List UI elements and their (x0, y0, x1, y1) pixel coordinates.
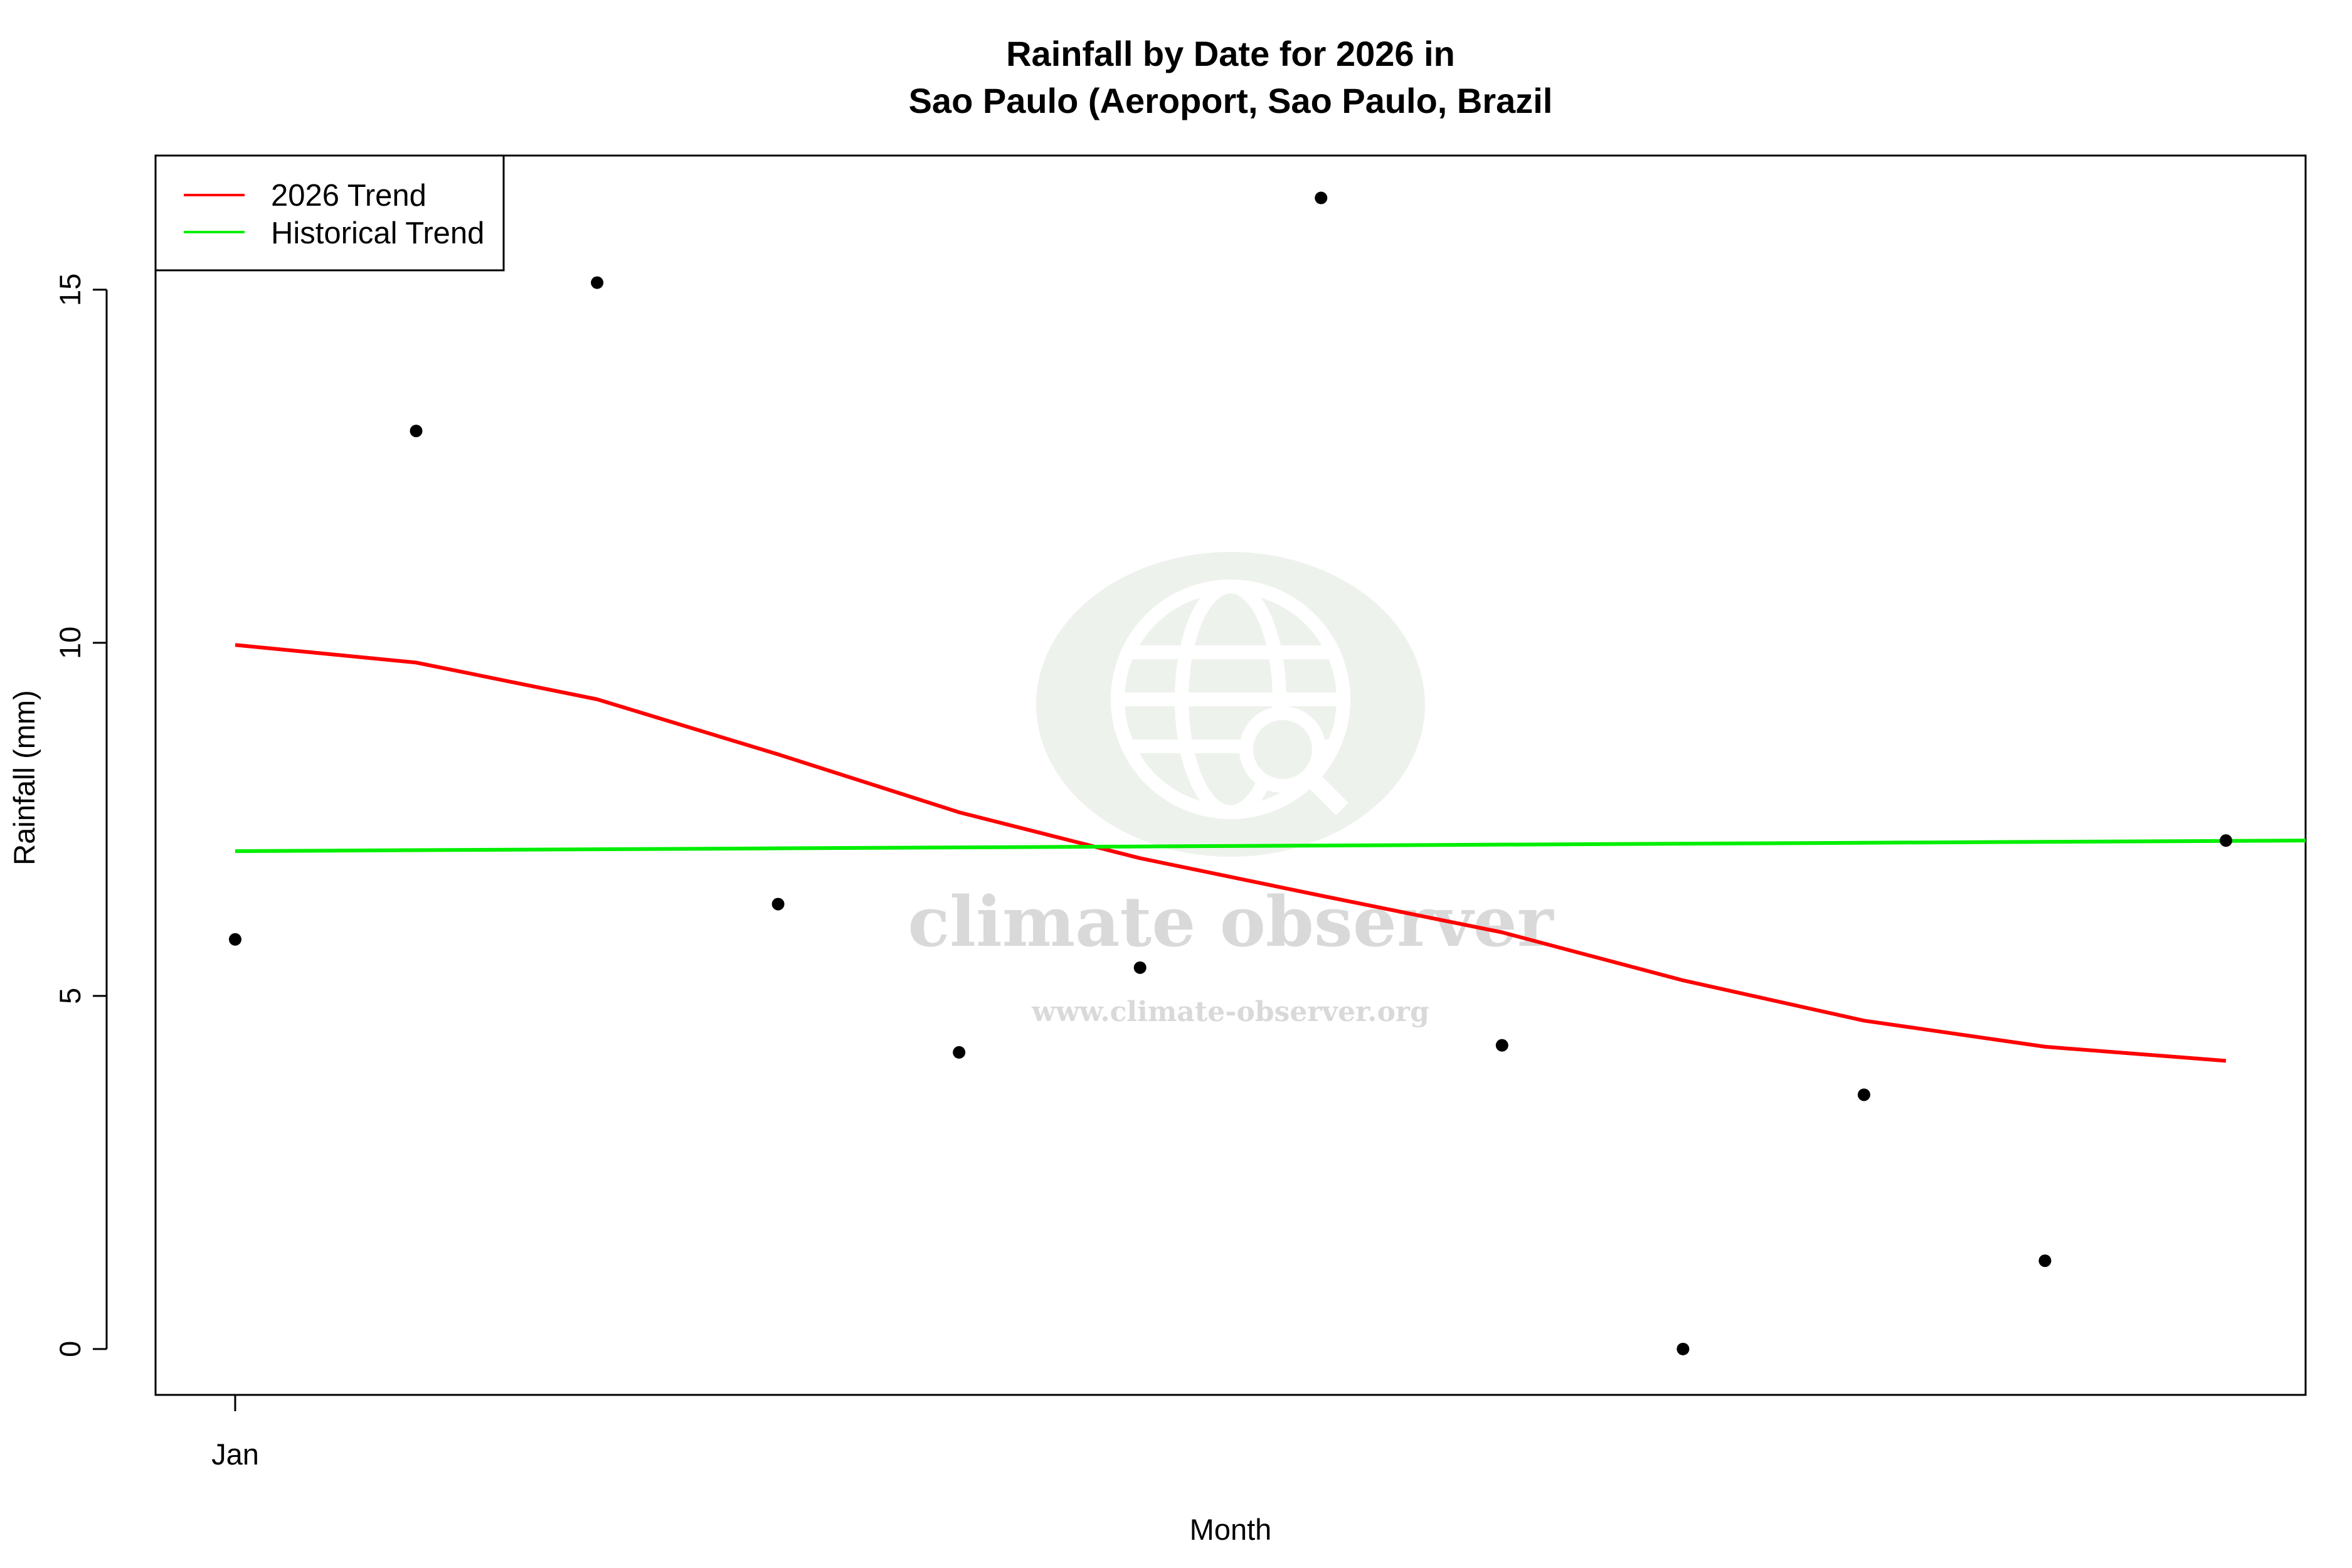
series-line-2026-trend (235, 643, 2227, 1063)
data-point (1677, 1342, 1690, 1355)
series-line-historical-trend (235, 839, 2306, 853)
data-point (228, 933, 241, 946)
legend: 2026 Trend Historical Trend (154, 154, 505, 272)
globe-search-icon (1111, 580, 1350, 819)
data-point (2220, 834, 2233, 847)
y-tick-label: 0 (53, 1341, 87, 1357)
y-tick-label: 5 (53, 988, 87, 1004)
data-point (1315, 191, 1328, 204)
data-point (771, 898, 785, 911)
chart-title-line1: Rainfall by Date for 2026 in (1006, 34, 1455, 73)
data-point (1495, 1039, 1508, 1052)
trend-lines (235, 643, 2306, 1063)
data-point (591, 276, 604, 289)
plot-area (154, 154, 2307, 1396)
x-tick-label: Jan (211, 1438, 259, 1471)
legend-box (154, 154, 505, 272)
legend-label-2026-trend: 2026 Trend (271, 179, 426, 213)
data-points (228, 191, 2233, 1355)
axes: 0 5 10 15 Jan (53, 273, 259, 1471)
data-point (410, 425, 423, 438)
data-point (1133, 961, 1147, 974)
watermark: climate observer www.climate-observer.or… (908, 552, 1555, 1028)
watermark-url: www.climate-observer.org (1031, 996, 1429, 1028)
x-axis-label: Month (1190, 1513, 1272, 1546)
y-tick-label: 15 (53, 273, 87, 306)
data-point (2038, 1254, 2052, 1268)
y-axis-label: Rainfall (mm) (8, 690, 41, 865)
data-point (1857, 1088, 1870, 1101)
chart-title-line2: Sao Paulo (Aeroport, Sao Paulo, Brazil (909, 81, 1553, 120)
legend-label-historical-trend: Historical Trend (271, 216, 484, 250)
y-tick-label: 10 (53, 627, 87, 659)
data-point (953, 1046, 966, 1059)
